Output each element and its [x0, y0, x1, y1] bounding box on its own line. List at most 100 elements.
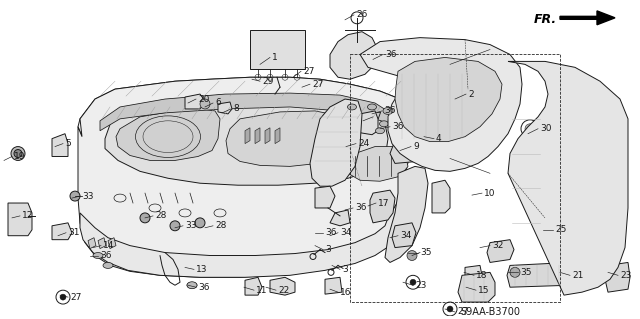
- Text: 36: 36: [392, 122, 403, 131]
- Ellipse shape: [103, 263, 113, 268]
- Ellipse shape: [348, 104, 356, 110]
- Circle shape: [140, 213, 150, 223]
- Text: 35: 35: [520, 268, 531, 277]
- Ellipse shape: [376, 128, 385, 134]
- Polygon shape: [98, 238, 106, 249]
- Text: 17: 17: [378, 198, 390, 208]
- Text: 21: 21: [572, 271, 584, 280]
- Polygon shape: [392, 223, 416, 248]
- Ellipse shape: [93, 253, 103, 258]
- Text: 36: 36: [325, 228, 337, 237]
- Text: 8: 8: [233, 104, 239, 114]
- Polygon shape: [542, 220, 568, 246]
- Ellipse shape: [367, 104, 376, 110]
- Polygon shape: [52, 134, 68, 157]
- Text: 27: 27: [457, 308, 468, 316]
- Circle shape: [447, 306, 453, 312]
- Text: 10: 10: [484, 189, 495, 198]
- Text: 34: 34: [400, 231, 412, 240]
- Ellipse shape: [187, 282, 197, 289]
- Polygon shape: [255, 128, 260, 144]
- Polygon shape: [218, 102, 232, 114]
- Text: 32: 32: [492, 241, 504, 250]
- Text: 36: 36: [100, 251, 111, 260]
- Text: 27: 27: [312, 80, 323, 89]
- Text: 15: 15: [478, 286, 490, 295]
- Text: 36: 36: [198, 283, 209, 292]
- Text: 36: 36: [384, 107, 396, 115]
- Text: 7: 7: [375, 112, 381, 121]
- Text: 36: 36: [385, 50, 397, 59]
- Ellipse shape: [380, 121, 388, 127]
- Text: S9AA-B3700: S9AA-B3700: [460, 307, 520, 317]
- Circle shape: [195, 218, 205, 228]
- Polygon shape: [270, 277, 295, 295]
- Circle shape: [410, 279, 416, 285]
- Text: 28: 28: [215, 221, 227, 230]
- Polygon shape: [245, 128, 250, 144]
- Polygon shape: [8, 203, 32, 236]
- Polygon shape: [80, 198, 400, 277]
- Bar: [250, 30, 305, 69]
- Text: 28: 28: [155, 211, 166, 220]
- Text: 3: 3: [325, 245, 331, 254]
- Text: 4: 4: [436, 134, 442, 143]
- Text: 29: 29: [262, 77, 273, 86]
- Polygon shape: [487, 240, 514, 263]
- Polygon shape: [100, 93, 392, 131]
- Text: 6: 6: [215, 99, 221, 108]
- Text: 23: 23: [620, 271, 632, 280]
- Polygon shape: [226, 111, 345, 167]
- Text: 3: 3: [342, 265, 348, 274]
- Text: 25: 25: [555, 225, 566, 234]
- Text: 33: 33: [185, 221, 196, 230]
- Text: 27: 27: [303, 67, 314, 76]
- Polygon shape: [325, 277, 342, 294]
- Polygon shape: [390, 137, 432, 163]
- Polygon shape: [458, 272, 495, 302]
- Polygon shape: [330, 32, 378, 79]
- Text: 13: 13: [196, 265, 207, 274]
- Polygon shape: [88, 238, 96, 249]
- Polygon shape: [347, 146, 408, 181]
- Text: 9: 9: [413, 142, 419, 151]
- Polygon shape: [185, 94, 205, 109]
- Polygon shape: [605, 263, 630, 292]
- Polygon shape: [275, 128, 280, 144]
- Circle shape: [14, 150, 22, 158]
- Polygon shape: [310, 99, 362, 186]
- Circle shape: [525, 124, 535, 134]
- Text: 5: 5: [65, 139, 71, 148]
- Polygon shape: [465, 265, 482, 281]
- Circle shape: [510, 267, 520, 277]
- Ellipse shape: [383, 108, 393, 115]
- Polygon shape: [315, 186, 335, 208]
- Text: 20: 20: [198, 94, 209, 104]
- Text: 23: 23: [415, 281, 426, 290]
- Text: 16: 16: [340, 288, 351, 297]
- Polygon shape: [330, 210, 350, 226]
- Circle shape: [200, 99, 210, 109]
- Text: 33: 33: [82, 192, 93, 201]
- Polygon shape: [78, 77, 420, 173]
- Text: 1: 1: [272, 53, 278, 62]
- Circle shape: [60, 294, 66, 300]
- Text: FR.: FR.: [534, 13, 557, 26]
- Polygon shape: [395, 57, 502, 142]
- Polygon shape: [116, 109, 220, 160]
- Text: 18: 18: [476, 271, 488, 280]
- Circle shape: [70, 191, 80, 201]
- Polygon shape: [105, 94, 388, 185]
- Polygon shape: [385, 167, 428, 263]
- Polygon shape: [432, 180, 450, 213]
- Polygon shape: [360, 111, 378, 135]
- Polygon shape: [507, 263, 573, 287]
- Text: 26: 26: [356, 10, 367, 19]
- Text: 2: 2: [468, 90, 474, 99]
- Polygon shape: [360, 38, 522, 171]
- Polygon shape: [245, 277, 262, 295]
- Text: 27: 27: [70, 293, 81, 301]
- Polygon shape: [108, 238, 116, 249]
- Text: 11: 11: [256, 286, 268, 295]
- Polygon shape: [422, 127, 437, 139]
